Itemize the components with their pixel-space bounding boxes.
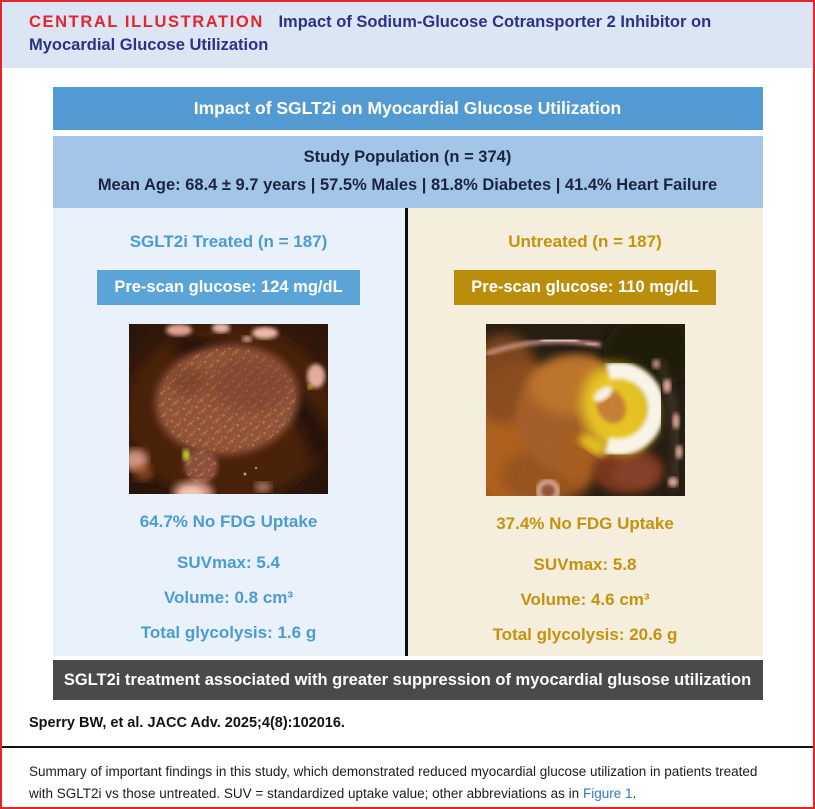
treated-scan-wrapper bbox=[53, 324, 405, 495]
conclusion-bar: SGLT2i treatment associated with greater… bbox=[52, 660, 763, 701]
central-illustration-label: CENTRAL ILLUSTRATION bbox=[29, 13, 264, 31]
pet-ct-scan-no-uptake-image bbox=[129, 324, 328, 495]
masthead-text: CENTRAL ILLUSTRATION Impact of Sodium-Gl… bbox=[29, 11, 783, 57]
untreated-stat-suvmax: SUVmax: 5.8 bbox=[533, 555, 637, 575]
citation: Sperry BW, et al. JACC Adv. 2025;4(8):10… bbox=[29, 715, 345, 732]
figure-caption: Summary of important findings in this st… bbox=[29, 761, 785, 804]
figure-title-bar: Impact of SGLT2i on Myocardial Glucose U… bbox=[52, 87, 763, 131]
treated-stat-volume: Volume: 0.8 cm³ bbox=[163, 588, 294, 608]
masthead-title: Impact of Sodium-Glucose Cotransporter 2… bbox=[29, 13, 712, 55]
column-divider bbox=[404, 208, 408, 657]
untreated-stat-no-fdg-uptake: 37.4% No FDG Uptake bbox=[496, 514, 674, 534]
untreated-heading: Untreated (n = 187) bbox=[508, 232, 662, 252]
treated-stat-suvmax: SUVmax: 5.4 bbox=[177, 553, 280, 573]
untreated-stat-total-glycolysis: Total glycolysis: 20.6 g bbox=[492, 625, 678, 645]
figure-panel: Impact of SGLT2i on Myocardial Glucose U… bbox=[52, 87, 763, 701]
caption-text-before: Summary of important findings in this st… bbox=[29, 764, 758, 801]
pet-ct-scan-intense-uptake-image bbox=[485, 324, 685, 497]
untreated-stat-volume: Volume: 4.6 cm³ bbox=[520, 590, 650, 610]
population-count: Study Population (n = 374) bbox=[303, 148, 512, 167]
treated-glucose-badge: Pre-scan glucose: 124 mg/dL bbox=[97, 270, 360, 306]
figure-1-link[interactable]: Figure 1 bbox=[582, 785, 633, 801]
comparison-columns: SGLT2i Treated (n = 187) Pre-scan glucos… bbox=[52, 208, 763, 657]
treated-stat-no-fdg-uptake: 64.7% No FDG Uptake bbox=[139, 512, 318, 532]
treated-stat-total-glycolysis: Total glycolysis: 1.6 g bbox=[140, 623, 317, 643]
caption-text-after: . bbox=[632, 785, 637, 801]
study-population-bar: Study Population (n = 374) Mean Age: 68.… bbox=[52, 136, 763, 209]
treated-heading: SGLT2i Treated (n = 187) bbox=[129, 232, 328, 252]
figure-masthead: CENTRAL ILLUSTRATION Impact of Sodium-Gl… bbox=[2, 2, 813, 69]
untreated-scan-wrapper bbox=[408, 324, 763, 497]
column-sglt2i-treated: SGLT2i Treated (n = 187) Pre-scan glucos… bbox=[52, 208, 405, 657]
untreated-glucose-badge: Pre-scan glucose: 110 mg/dL bbox=[454, 270, 716, 306]
column-untreated: Untreated (n = 187) Pre-scan glucose: 11… bbox=[407, 208, 763, 657]
caption-divider bbox=[2, 746, 813, 749]
population-demographics: Mean Age: 68.4 ± 9.7 years | 57.5% Males… bbox=[97, 176, 718, 195]
